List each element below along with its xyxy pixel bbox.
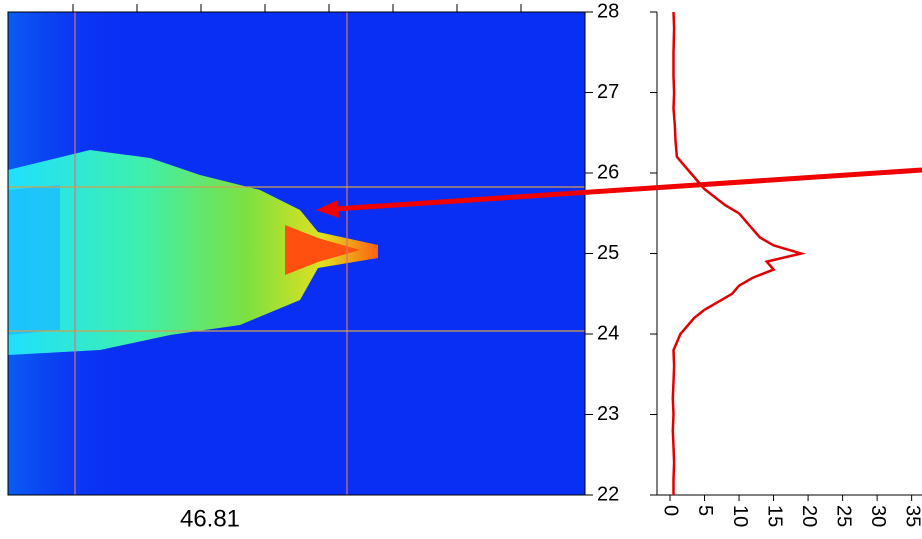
x-tick-label: 20 [798,505,820,527]
heatmap-image [7,4,586,496]
y-tick-label: 24 [597,322,619,344]
x-tick-label: 10 [729,505,751,527]
x-tick-label: 30 [867,505,889,527]
x-tick-label: 0 [660,505,682,516]
arrow [316,167,922,218]
y-tick-label: 25 [597,242,619,264]
y-tick-label: 23 [597,403,619,425]
x-tick-label: 15 [763,505,785,527]
x-tick-label: 5 [694,505,716,516]
y-tick-label: 28 [597,0,619,22]
y-tick-label: 22 [597,483,619,505]
x-tick-label: 35 [901,505,922,527]
x-tick-label: 25 [832,505,854,527]
annotation: 46.81 [180,505,240,532]
y-tick-label: 27 [597,81,619,103]
profile-line [671,11,807,495]
y-tick-label: 26 [597,161,619,183]
